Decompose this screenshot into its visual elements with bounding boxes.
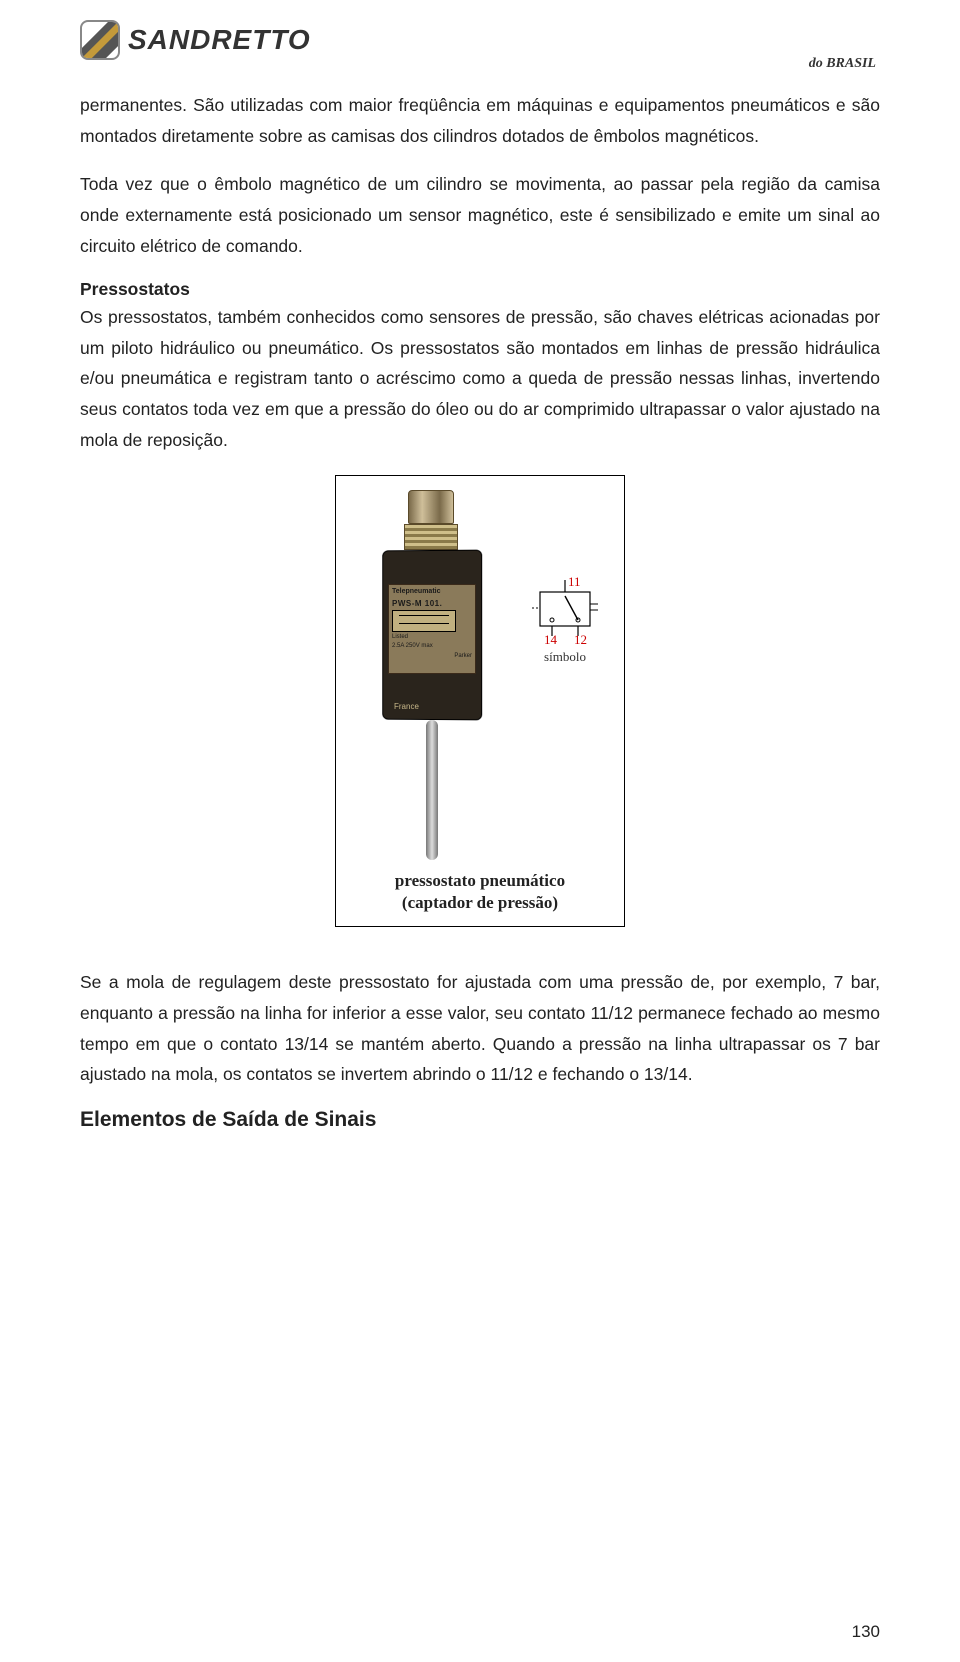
paragraph-2: Toda vez que o êmbolo magnético de um ci… (80, 169, 880, 261)
symbol-caption: símbolo (524, 649, 606, 665)
paragraph-4: Se a mola de regulagem deste pressostato… (80, 967, 880, 1090)
section-heading-pressostatos: Pressostatos (80, 279, 880, 300)
section-heading-elementos: Elementos de Saída de Sinais (80, 1108, 880, 1132)
paragraph-3: Os pressostatos, também conhecidos como … (80, 302, 880, 455)
device-plate-model: PWS-M 101. (392, 599, 472, 609)
symbol-pin-left: 14 (544, 632, 558, 644)
symbol-schematic-icon: 11 14 12 (530, 574, 600, 644)
device-plate-maker: Parker (392, 653, 472, 660)
symbol-box: 11 14 12 símbolo (524, 574, 606, 665)
device-plate-mini-schematic (392, 610, 456, 632)
symbol-pin-right: 12 (574, 632, 587, 644)
device-illustration: Telepneumatic PWS-M 101. Listed 2.5A 250… (344, 484, 614, 864)
figure-caption: pressostato pneumático (captador de pres… (344, 870, 616, 914)
figure-caption-line1: pressostato pneumático (395, 871, 565, 890)
device-connector-top (408, 490, 454, 524)
device-plate-listed: Listed (392, 634, 472, 641)
device-plate-brand: Telepneumatic (392, 588, 472, 596)
logo-row: SANDRETTO (80, 20, 311, 60)
symbol-pin-top: 11 (568, 574, 581, 589)
device-plate-spec: 2.5A 250V max (392, 643, 472, 650)
header-logo: SANDRETTO do BRASIL (80, 20, 880, 72)
page-number: 130 (852, 1622, 880, 1642)
logo-icon (80, 20, 120, 60)
logo-sub-text: do BRASIL (809, 56, 876, 72)
paragraph-1: permanentes. São utilizadas com maior fr… (80, 90, 880, 151)
logo-brand-text: SANDRETTO (128, 24, 311, 56)
device-label-plate: Telepneumatic PWS-M 101. Listed 2.5A 250… (388, 584, 476, 674)
device-country-label: France (394, 702, 419, 711)
device-connector-thread (404, 524, 458, 550)
device-cable (426, 720, 438, 860)
figure-caption-line2: (captador de pressão) (402, 893, 558, 912)
figure-box: Telepneumatic PWS-M 101. Listed 2.5A 250… (335, 475, 625, 927)
figure-container: Telepneumatic PWS-M 101. Listed 2.5A 250… (80, 475, 880, 927)
